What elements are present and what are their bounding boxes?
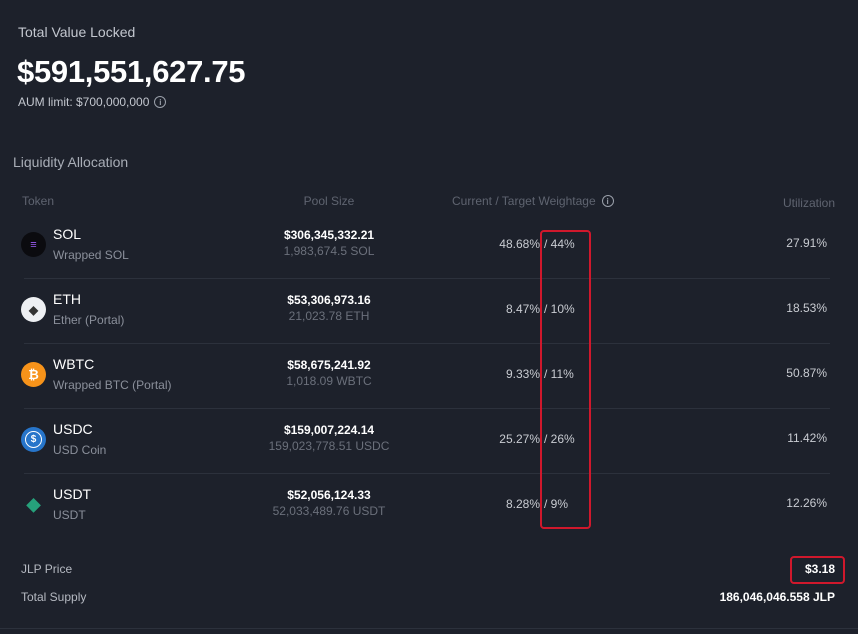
pool-size-amount: 52,033,489.76 USDT (272, 504, 386, 518)
pool-size-usd: $306,345,332.21 (283, 228, 375, 242)
solana-icon: ≡ (21, 232, 46, 257)
row-divider (24, 408, 830, 409)
current-weight: 9.33% (505, 367, 540, 381)
token-symbol: WBTC (53, 356, 95, 372)
aum-limit: AUM limit: $700,000,000 i (18, 95, 167, 109)
header-token: Token (22, 194, 55, 208)
header-weightage: Current / Target Weightage i (452, 194, 614, 208)
utilization: 11.42% (787, 431, 827, 445)
tvl-value: $591,551,627.75 (17, 54, 246, 89)
token-symbol: USDC (53, 421, 93, 437)
header-utilization: Utilization (782, 196, 835, 210)
token-name: Ether (Portal) (53, 313, 125, 327)
token-symbol: USDT (53, 486, 92, 502)
current-weight: 8.28% (505, 497, 540, 511)
info-icon[interactable]: i (601, 195, 614, 207)
row-divider (24, 278, 830, 279)
pool-size-usd: $159,007,224.14 (283, 423, 375, 437)
token-symbol: ETH (53, 291, 81, 307)
table-row[interactable]: ≡ SOL Wrapped SOL $306,345,332.21 1,983,… (0, 214, 858, 279)
tvl-label: Total Value Locked (18, 24, 136, 40)
pool-size-amount: 21,023.78 ETH (288, 309, 370, 323)
usdc-icon: $ (21, 427, 46, 452)
header-weightage-label: Current / Target Weightage (452, 194, 596, 208)
highlight-target-weights (540, 230, 591, 529)
pool-size-amount: 1,983,674.5 SOL (283, 244, 375, 258)
pool-size-amount: 159,023,778.51 USDC (268, 439, 390, 453)
target-weight: / 26% (544, 432, 575, 446)
tether-icon: ◆ (26, 494, 41, 514)
ethereum-icon: ◆ (21, 297, 46, 322)
pool-size-amount: 1,018.09 WBTC (286, 374, 372, 388)
table-row[interactable]: ◆ USDT USDT $52,056,124.33 52,033,489.76… (0, 474, 858, 539)
target-weight: / 11% (544, 367, 574, 381)
aum-limit-text: AUM limit: $700,000,000 (18, 95, 150, 109)
utilization: 50.87% (786, 366, 827, 380)
bitcoin-icon: ₿ (21, 362, 46, 387)
jlp-price-label: JLP Price (21, 562, 73, 576)
utilization: 18.53% (786, 301, 827, 315)
target-weight: / 10% (544, 302, 575, 316)
current-weight: 48.68% (499, 237, 540, 251)
token-name: Wrapped SOL (53, 248, 129, 262)
current-weight: 8.47% (505, 302, 540, 316)
token-name: USDT (53, 508, 86, 522)
divider (0, 628, 858, 629)
target-weight: / 44% (544, 237, 575, 251)
highlight-jlp-price (790, 556, 845, 584)
jlp-price-value: $3.18 (804, 562, 835, 576)
total-supply-value: 186,046,046.558 JLP (719, 590, 835, 604)
token-name: Wrapped BTC (Portal) (53, 378, 172, 392)
row-divider (24, 473, 830, 474)
current-weight: 25.27% (499, 432, 540, 446)
pool-size-usd: $53,306,973.16 (287, 293, 371, 307)
header-pool-size: Pool Size (303, 194, 355, 208)
table-row[interactable]: $ USDC USD Coin $159,007,224.14 159,023,… (0, 409, 858, 474)
token-name: USD Coin (53, 443, 107, 457)
table-row[interactable]: ◆ ETH Ether (Portal) $53,306,973.16 21,0… (0, 279, 858, 344)
utilization: 27.91% (786, 236, 827, 250)
row-divider (24, 343, 830, 344)
utilization: 12.26% (786, 496, 827, 510)
token-symbol: SOL (53, 226, 82, 242)
target-weight: / 9% (544, 497, 569, 511)
info-icon[interactable]: i (154, 96, 167, 108)
table-row[interactable]: ₿ WBTC Wrapped BTC (Portal) $58,675,241.… (0, 344, 858, 409)
section-title: Liquidity Allocation (13, 154, 129, 170)
pool-size-usd: $58,675,241.92 (287, 358, 371, 372)
pool-size-usd: $52,056,124.33 (287, 488, 371, 502)
total-supply-label: Total Supply (21, 590, 87, 604)
